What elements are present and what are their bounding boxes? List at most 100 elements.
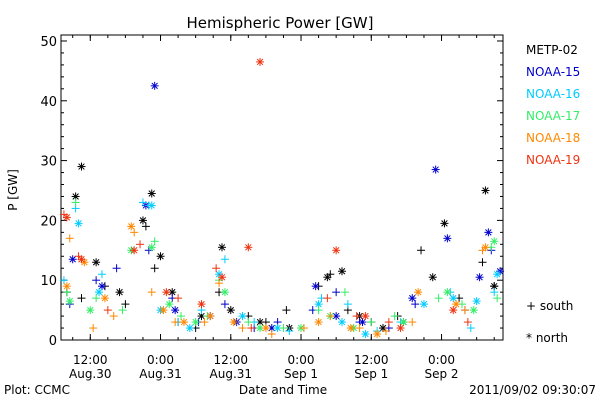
north-point — [238, 312, 247, 321]
north-point — [65, 297, 74, 306]
north-point — [484, 228, 493, 237]
north-point — [408, 294, 417, 303]
north-point — [469, 306, 478, 315]
series-metp-02 — [62, 162, 499, 333]
legend-item: NOAA-18 — [526, 131, 580, 145]
north-point — [226, 306, 235, 315]
north-point — [185, 324, 194, 333]
legend-item: NOAA-19 — [526, 153, 580, 167]
footer-timestamp: 2011/09/02 09:30:07 — [469, 383, 596, 397]
north-point — [361, 312, 370, 321]
x-tick-label-time: 0:00 — [428, 353, 455, 367]
north-point — [115, 288, 124, 297]
legend-item: NOAA-16 — [526, 87, 580, 101]
north-point — [443, 288, 452, 297]
y-axis: 0 10 20 30 40 50 — [40, 35, 503, 349]
north-point — [399, 318, 408, 327]
x-tick-label-time: 0:00 — [147, 353, 174, 367]
south-point — [212, 264, 221, 273]
legend-south-marker: + south — [526, 299, 573, 313]
south-point — [343, 300, 352, 309]
north-point — [162, 288, 171, 297]
south-point — [340, 288, 349, 297]
legend: METP-02 NOAA-15 NOAA-16 NOAA-17 NOAA-18 NOAA-… — [526, 43, 580, 167]
chart-title: Hemispheric Power [GW] — [187, 14, 374, 32]
north-point — [156, 252, 165, 261]
north-point — [71, 192, 80, 201]
north-point — [256, 57, 265, 66]
series-noaa-19 — [59, 57, 472, 333]
north-point — [191, 318, 200, 327]
south-point — [89, 324, 98, 333]
south-point — [97, 270, 106, 279]
north-point — [475, 273, 484, 282]
south-point — [138, 198, 147, 207]
south-point — [352, 312, 361, 321]
x-tick-label-date: Aug.31 — [139, 367, 182, 381]
south-point — [490, 288, 499, 297]
north-point — [97, 282, 106, 291]
north-point — [68, 255, 77, 264]
north-point — [273, 324, 282, 333]
y-tick-label: 40 — [40, 95, 57, 110]
north-point — [92, 258, 101, 267]
north-point — [396, 324, 405, 333]
north-point — [77, 255, 86, 264]
series-noaa-17 — [62, 198, 502, 333]
south-point — [118, 306, 127, 315]
north-point — [220, 288, 229, 297]
south-point — [215, 279, 224, 288]
south-point — [150, 237, 159, 246]
south-point — [171, 318, 180, 327]
x-tick-label-time: 0:00 — [288, 353, 315, 367]
north-point — [332, 246, 341, 255]
north-point — [414, 288, 423, 297]
north-point — [431, 165, 440, 174]
north-point — [440, 219, 449, 228]
north-point — [206, 312, 215, 321]
north-point — [62, 282, 71, 291]
south-point — [408, 318, 417, 327]
x-tick-label-date: Sep 1 — [354, 367, 388, 381]
north-point — [490, 237, 499, 246]
north-point — [472, 297, 481, 306]
north-point — [138, 216, 147, 225]
north-point — [311, 282, 320, 291]
legend-item: METP-02 — [526, 43, 578, 57]
data-points — [59, 57, 505, 339]
legend-item: NOAA-17 — [526, 109, 580, 123]
south-point — [381, 327, 390, 336]
north-point — [323, 273, 332, 282]
north-point — [86, 306, 95, 315]
x-axis-label: Date and Time — [239, 383, 327, 397]
south-point — [77, 294, 86, 303]
south-point — [103, 306, 112, 315]
south-point — [434, 294, 443, 303]
south-point — [323, 294, 332, 303]
north-point — [171, 306, 180, 315]
south-point — [220, 300, 229, 309]
north-point — [77, 162, 86, 171]
y-tick-label: 20 — [40, 214, 57, 229]
series-noaa-18 — [62, 222, 490, 339]
north-point — [147, 243, 156, 252]
x-axis: 12:00Aug.300:00Aug.3112:00Aug.310:00Sep … — [69, 35, 495, 381]
x-tick-label-date: Aug.31 — [210, 367, 253, 381]
north-point — [361, 330, 370, 339]
x-tick-label-date: Aug.30 — [69, 367, 112, 381]
north-point — [449, 294, 458, 303]
south-point — [411, 300, 420, 309]
south-point — [285, 327, 294, 336]
south-point — [65, 234, 74, 243]
y-tick-label: 0 — [49, 334, 57, 349]
x-tick-label-date: Sep 1 — [284, 367, 318, 381]
north-point — [229, 318, 238, 327]
north-point — [338, 318, 347, 327]
south-point — [174, 294, 183, 303]
south-point — [177, 312, 186, 321]
north-point — [130, 246, 139, 255]
south-point — [267, 330, 276, 339]
x-tick-label-date: Sep 2 — [424, 367, 458, 381]
north-point — [449, 306, 458, 315]
north-point — [100, 294, 109, 303]
